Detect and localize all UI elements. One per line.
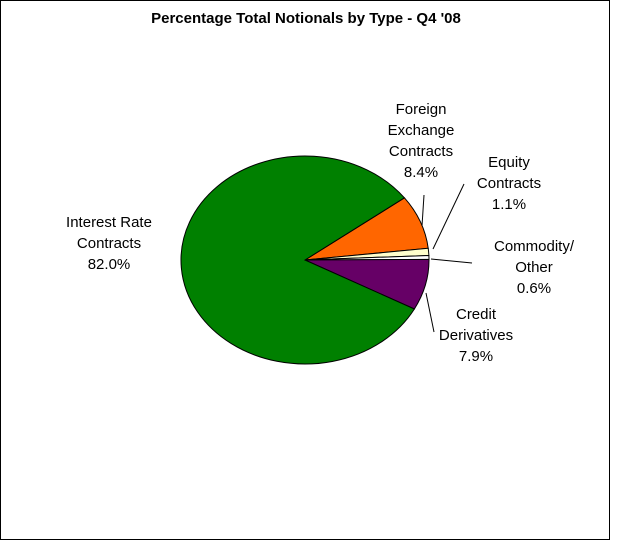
slice-label-equity-contracts: Equity Contracts 1.1% — [477, 154, 541, 213]
pie-chart: Percentage Total Notionals by Type - Q4 … — [66, 10, 575, 365]
slice-name-line: Credit — [456, 306, 497, 323]
leader-line-credit-derivatives — [425, 292, 435, 333]
slice-name-line: Other — [515, 259, 553, 276]
slice-name-line: Equity — [488, 154, 530, 171]
leader-line-foreign-exchange-contracts — [421, 194, 425, 227]
slice-label-commodity-other: Commodity/Other 0.6% — [494, 238, 575, 297]
slice-labels-layer: Interest Rate Contracts 82.0% Foreign Exchan… — [66, 101, 575, 365]
slice-value-label: 8.4% — [404, 164, 438, 181]
slice-value-label: 1.1% — [492, 196, 526, 213]
slice-value-label: 0.6% — [517, 280, 551, 297]
slice-value-label: 7.9% — [459, 348, 493, 365]
slice-name-line: Commodity/ — [494, 238, 575, 255]
slice-name-line: Contracts — [389, 143, 453, 160]
leader-line-commodity-other — [430, 258, 473, 264]
slices-layer — [180, 155, 430, 365]
pie-slice-interest-rate-contracts — [180, 155, 416, 365]
chart-title: Percentage Total Notionals by Type - Q4 … — [151, 10, 461, 27]
chart-frame: Percentage Total Notionals by Type - Q4 … — [0, 0, 610, 540]
slice-value-label: 82.0% — [88, 256, 131, 273]
slice-name-line: Derivatives — [439, 327, 513, 344]
leader-lines-layer — [421, 183, 473, 333]
slice-name-line: Interest Rate — [66, 214, 152, 231]
slice-name-line: Contracts — [77, 235, 141, 252]
slice-name-line: Contracts — [477, 175, 541, 192]
slice-name-line: Exchange — [388, 122, 455, 139]
slice-label-credit-derivatives: Credit Derivatives 7.9% — [439, 306, 513, 365]
slice-name-line: Foreign — [396, 101, 447, 118]
slice-label-foreign-exchange-contracts: Foreign Exchange Contracts 8.4% — [388, 101, 455, 181]
leader-line-equity-contracts — [432, 183, 465, 250]
slice-label-interest-rate-contracts: Interest Rate Contracts 82.0% — [66, 214, 152, 273]
